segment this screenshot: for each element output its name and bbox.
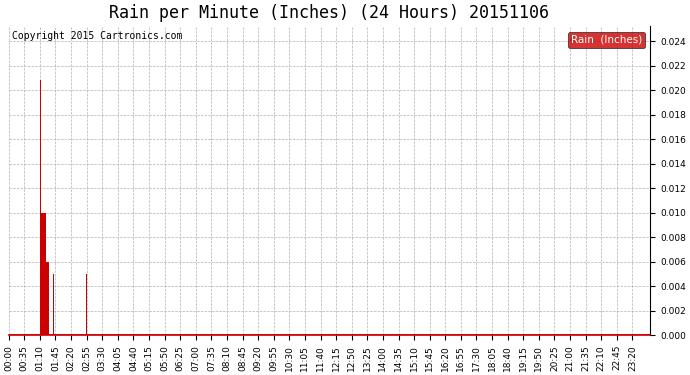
Text: Copyright 2015 Cartronics.com: Copyright 2015 Cartronics.com bbox=[12, 31, 182, 41]
Title: Rain per Minute (Inches) (24 Hours) 20151106: Rain per Minute (Inches) (24 Hours) 2015… bbox=[110, 4, 549, 22]
Legend: Rain  (Inches): Rain (Inches) bbox=[568, 32, 645, 48]
